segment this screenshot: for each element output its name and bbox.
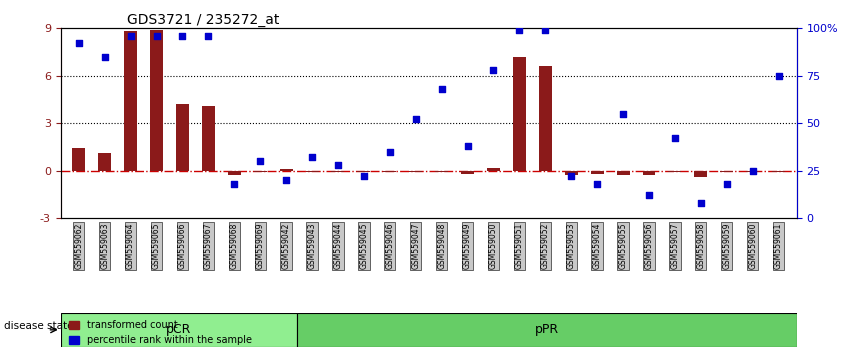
Bar <box>643 171 656 175</box>
Bar <box>384 171 397 172</box>
Text: pPR: pPR <box>535 323 559 336</box>
Bar <box>72 148 85 171</box>
Point <box>150 33 164 39</box>
Text: GSM559062: GSM559062 <box>74 223 83 269</box>
Text: GSM559055: GSM559055 <box>618 223 628 269</box>
Bar <box>565 171 578 175</box>
Text: GSM559058: GSM559058 <box>696 223 705 269</box>
Text: GSM559049: GSM559049 <box>463 223 472 269</box>
Text: GSM559066: GSM559066 <box>178 223 187 269</box>
Text: GSM559054: GSM559054 <box>592 223 602 269</box>
Bar <box>358 171 371 172</box>
Text: GSM559067: GSM559067 <box>204 223 213 269</box>
Point <box>720 181 734 187</box>
Point <box>642 192 656 198</box>
Point <box>176 33 190 39</box>
Bar <box>228 171 241 175</box>
Bar <box>332 171 345 172</box>
Point <box>513 27 527 33</box>
Bar <box>695 171 708 177</box>
Text: GSM559051: GSM559051 <box>515 223 524 269</box>
Bar <box>591 171 604 174</box>
Text: GSM559042: GSM559042 <box>281 223 291 269</box>
Text: disease state: disease state <box>4 321 74 331</box>
Point <box>616 111 630 116</box>
Bar <box>98 153 111 171</box>
Text: pCR: pCR <box>166 323 191 336</box>
Point <box>461 143 475 149</box>
Text: GSM559059: GSM559059 <box>722 223 731 269</box>
Text: GSM559043: GSM559043 <box>307 223 317 269</box>
Point <box>383 149 397 154</box>
Text: GSM559053: GSM559053 <box>566 223 576 269</box>
Point <box>72 41 86 46</box>
Bar <box>410 171 423 172</box>
Point <box>487 67 501 73</box>
Point <box>357 173 371 179</box>
Point <box>668 136 682 141</box>
Point <box>772 73 785 79</box>
Point <box>228 181 242 187</box>
Point <box>124 33 138 39</box>
Point <box>591 181 604 187</box>
Point <box>331 162 345 168</box>
Point <box>253 158 267 164</box>
Text: GSM559056: GSM559056 <box>644 223 654 269</box>
Point <box>409 116 423 122</box>
Bar <box>202 106 215 171</box>
Text: GSM559068: GSM559068 <box>229 223 239 269</box>
Text: GSM559064: GSM559064 <box>126 223 135 269</box>
Point <box>279 177 293 183</box>
Text: GSM559045: GSM559045 <box>359 223 368 269</box>
Text: GSM559063: GSM559063 <box>100 223 109 269</box>
Text: GSM559047: GSM559047 <box>411 223 420 269</box>
FancyBboxPatch shape <box>297 313 797 347</box>
FancyBboxPatch shape <box>61 313 297 347</box>
Bar <box>617 171 630 175</box>
Bar <box>280 169 293 171</box>
Point <box>98 54 112 59</box>
Text: GSM559060: GSM559060 <box>748 223 757 269</box>
Text: GSM559065: GSM559065 <box>152 223 161 269</box>
Point <box>565 173 578 179</box>
Text: GSM559052: GSM559052 <box>540 223 550 269</box>
Bar <box>539 66 552 171</box>
Bar <box>721 171 734 172</box>
Point <box>305 154 319 160</box>
Bar <box>254 171 267 172</box>
Point <box>202 33 216 39</box>
Bar <box>124 32 137 171</box>
Bar <box>487 168 500 171</box>
Text: GDS3721 / 235272_at: GDS3721 / 235272_at <box>127 13 279 27</box>
Legend: transformed count, percentile rank within the sample: transformed count, percentile rank withi… <box>66 316 255 349</box>
Text: GSM559061: GSM559061 <box>774 223 783 269</box>
Bar <box>150 30 163 171</box>
Point <box>435 86 449 92</box>
Text: GSM559048: GSM559048 <box>437 223 446 269</box>
Point <box>539 27 553 33</box>
Text: GSM559069: GSM559069 <box>255 223 265 269</box>
Bar <box>669 171 682 172</box>
Bar <box>461 171 474 174</box>
Bar <box>513 57 526 171</box>
Bar <box>435 171 448 172</box>
Text: GSM559046: GSM559046 <box>385 223 394 269</box>
Bar <box>176 104 189 171</box>
Point <box>746 168 759 173</box>
Text: GSM559050: GSM559050 <box>489 223 498 269</box>
Text: GSM559044: GSM559044 <box>333 223 342 269</box>
Bar <box>306 171 319 172</box>
Text: GSM559057: GSM559057 <box>670 223 680 269</box>
Point <box>694 200 708 206</box>
Bar <box>746 171 759 172</box>
Bar <box>772 171 785 172</box>
